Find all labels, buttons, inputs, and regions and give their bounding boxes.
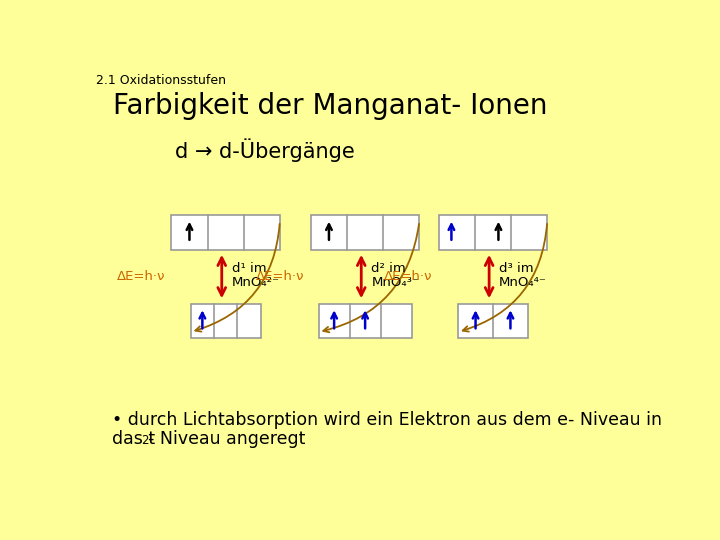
Text: d³ im: d³ im bbox=[499, 262, 534, 275]
Bar bbox=[458, 303, 528, 338]
Text: MnO₄³⁻: MnO₄³⁻ bbox=[372, 276, 419, 289]
Text: MnO₄²⁻: MnO₄²⁻ bbox=[232, 276, 280, 289]
Text: d¹ im: d¹ im bbox=[232, 262, 266, 275]
FancyArrowPatch shape bbox=[463, 224, 547, 332]
Text: ΔE=h·ν: ΔE=h·ν bbox=[117, 270, 165, 283]
Bar bbox=[311, 215, 419, 249]
FancyArrowPatch shape bbox=[323, 224, 419, 332]
Bar bbox=[171, 215, 280, 249]
FancyArrowPatch shape bbox=[195, 224, 279, 332]
Text: ΔE=h·ν: ΔE=h·ν bbox=[384, 270, 433, 283]
Text: - Niveau angeregt: - Niveau angeregt bbox=[148, 430, 305, 448]
Bar bbox=[191, 303, 261, 338]
Text: 2: 2 bbox=[141, 434, 148, 447]
Text: das t: das t bbox=[112, 430, 155, 448]
Bar bbox=[319, 303, 412, 338]
Text: d → d-Übergänge: d → d-Übergänge bbox=[175, 138, 355, 161]
Text: MnO₄⁴⁻: MnO₄⁴⁻ bbox=[499, 276, 547, 289]
Text: d² im: d² im bbox=[372, 262, 406, 275]
Text: Farbigkeit der Manganat- Ionen: Farbigkeit der Manganat- Ionen bbox=[113, 92, 548, 120]
Text: • durch Lichtabsorption wird ein Elektron aus dem e- Niveau in: • durch Lichtabsorption wird ein Elektro… bbox=[112, 411, 662, 429]
Bar bbox=[438, 215, 547, 249]
Text: ΔE=h·ν: ΔE=h·ν bbox=[256, 270, 305, 283]
Text: 2.1 Oxidationsstufen: 2.1 Oxidationsstufen bbox=[96, 74, 226, 87]
